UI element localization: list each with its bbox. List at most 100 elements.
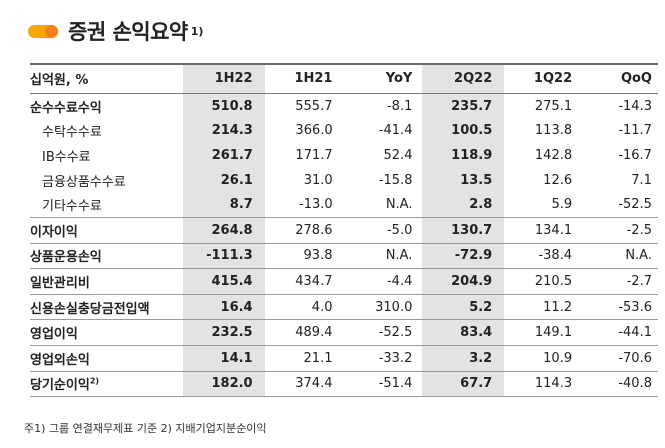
table-cell: 278.6 <box>295 222 333 238</box>
table-cell: 204.9 <box>451 273 493 289</box>
table-cell: -13.0 <box>299 197 333 213</box>
table-cell: 7.1 <box>631 172 652 188</box>
row-label: 영업이익 <box>30 323 179 342</box>
title-text: 증권 손익요약 <box>68 20 188 44</box>
table-cell: -11.7 <box>618 123 652 139</box>
row-label-text: 영업이익 <box>30 327 78 343</box>
table-cell: 366.0 <box>295 123 333 139</box>
table-row: 당기순이익2) 182.0 374.4 -51.4 67.7 114.3 -40.8 <box>30 372 658 398</box>
table-cell: 10.9 <box>543 350 573 366</box>
row-label-text: 순수수료수익 <box>30 100 102 116</box>
table-cell: -40.8 <box>618 376 652 392</box>
table-cell: 149.1 <box>534 325 573 341</box>
table-cell: 26.1 <box>220 172 253 188</box>
table-cell: 214.3 <box>211 123 253 139</box>
table-cell: 8.7 <box>229 197 253 213</box>
header-1h22: 1H22 <box>214 70 253 86</box>
table-cell: 52.4 <box>383 147 413 163</box>
table-cell: 142.8 <box>534 147 573 163</box>
table-cell: 264.8 <box>211 222 253 238</box>
row-label: 일반관리비 <box>30 272 179 291</box>
table-cell: 5.9 <box>551 197 573 213</box>
table-cell: 118.9 <box>451 147 493 163</box>
row-label: 영업외손익 <box>30 349 179 368</box>
highlight-column-2q22 <box>422 63 504 398</box>
table-header-row: 십억원, % 1H22 1H21 YoY 2Q22 1Q22 QoQ <box>30 63 658 94</box>
table-cell: N.A. <box>385 248 413 264</box>
table-cell: -4.4 <box>386 273 413 289</box>
table-cell: -70.6 <box>618 350 652 366</box>
table-cell: 100.5 <box>451 123 493 139</box>
table-cell: -2.5 <box>626 222 652 238</box>
table-row: 금융상품수수료 26.1 31.0 -15.8 13.5 12.6 7.1 <box>30 168 658 193</box>
row-label: 순수수료수익 <box>30 97 179 116</box>
table-cell: 31.0 <box>303 172 333 188</box>
table-cell: -53.6 <box>618 299 652 315</box>
table-cell: -16.7 <box>618 147 652 163</box>
row-footnote-mark: 2) <box>89 377 100 386</box>
row-label: 수탁수수료 <box>30 121 179 140</box>
table-cell: 261.7 <box>211 147 253 163</box>
header-unit: 십억원, % <box>30 72 89 88</box>
table-cell: 114.3 <box>534 376 573 392</box>
table-cell: 374.4 <box>295 376 333 392</box>
table-cell: -44.1 <box>618 325 652 341</box>
section-title: 증권 손익요약 1) <box>28 14 203 48</box>
table-cell: -14.3 <box>618 98 652 114</box>
table-cell: 130.7 <box>451 222 493 238</box>
table-row: 일반관리비 415.4 434.7 -4.4 204.9 210.5 -2.7 <box>30 269 658 295</box>
table-cell: 555.7 <box>295 98 333 114</box>
summary-table: 십억원, % 1H22 1H21 YoY 2Q22 1Q22 QoQ 순수수료수… <box>30 63 658 398</box>
header-1q22: 1Q22 <box>533 70 573 86</box>
table-cell: 21.1 <box>303 350 333 366</box>
table-cell: 5.2 <box>469 299 493 315</box>
table-cell: 210.5 <box>534 273 573 289</box>
row-label: 상품운용손익 <box>30 246 179 265</box>
table-cell: 232.5 <box>211 325 253 341</box>
table-cell: 93.8 <box>303 248 333 264</box>
row-label: IB수수료 <box>30 146 179 165</box>
table-cell: -52.5 <box>618 197 652 213</box>
table-cell: 510.8 <box>211 98 253 114</box>
table-cell: 4.0 <box>311 299 333 315</box>
table-cell: -52.5 <box>378 325 413 341</box>
table-cell: -33.2 <box>378 350 413 366</box>
table-cell: -72.9 <box>454 248 493 264</box>
table-cell: 16.4 <box>220 299 253 315</box>
table-cell: 434.7 <box>295 273 333 289</box>
table-cell: -8.1 <box>386 98 413 114</box>
table-cell: 489.4 <box>295 325 333 341</box>
row-label: 이자이익 <box>30 221 179 240</box>
table-cell: -41.4 <box>378 123 413 139</box>
table-cell: 83.4 <box>460 325 493 341</box>
table-row: 순수수료수익 510.8 555.7 -8.1 235.7 275.1 -14.3 <box>30 94 658 119</box>
table-row: 상품운용손익 -111.3 93.8 N.A. -72.9 -38.4 N.A. <box>30 244 658 270</box>
footnote: 주1) 그룹 연결재무제표 기준 2) 지배기업지분순이익 <box>24 422 267 435</box>
table-row: 이자이익 264.8 278.6 -5.0 130.7 134.1 -2.5 <box>30 218 658 244</box>
table-cell: 134.1 <box>534 222 573 238</box>
header-2q22: 2Q22 <box>454 70 493 86</box>
table-top-rule <box>30 63 658 65</box>
table-cell: -51.4 <box>378 376 413 392</box>
row-label-text: 이자이익 <box>30 224 78 240</box>
table-row: 신용손실충당금전입액 16.4 4.0 310.0 5.2 11.2 -53.6 <box>30 295 658 321</box>
table-cell: 415.4 <box>211 273 253 289</box>
table-cell: 11.2 <box>543 299 573 315</box>
table-cell: 182.0 <box>211 376 253 392</box>
row-label-text: 상품운용손익 <box>30 250 102 266</box>
row-label-text: 영업외손익 <box>30 352 90 368</box>
table-body: 십억원, % 1H22 1H21 YoY 2Q22 1Q22 QoQ 순수수료수… <box>30 63 658 398</box>
title-bullet-icon <box>28 24 58 38</box>
row-label: 금융상품수수료 <box>30 171 179 190</box>
header-qoq: QoQ <box>620 70 652 86</box>
table-cell: 13.5 <box>460 172 493 188</box>
table-cell: 171.7 <box>295 147 333 163</box>
table-cell: 2.8 <box>469 197 493 213</box>
row-label: 신용손실충당금전입액 <box>30 298 179 317</box>
table-cell: 235.7 <box>451 98 493 114</box>
table-row: 기타수수료 8.7 -13.0 N.A. 2.8 5.9 -52.5 <box>30 192 658 218</box>
table-cell: -38.4 <box>538 248 573 264</box>
table-cell: 12.6 <box>543 172 573 188</box>
table-cell: -5.0 <box>386 222 413 238</box>
table-cell: 275.1 <box>534 98 573 114</box>
